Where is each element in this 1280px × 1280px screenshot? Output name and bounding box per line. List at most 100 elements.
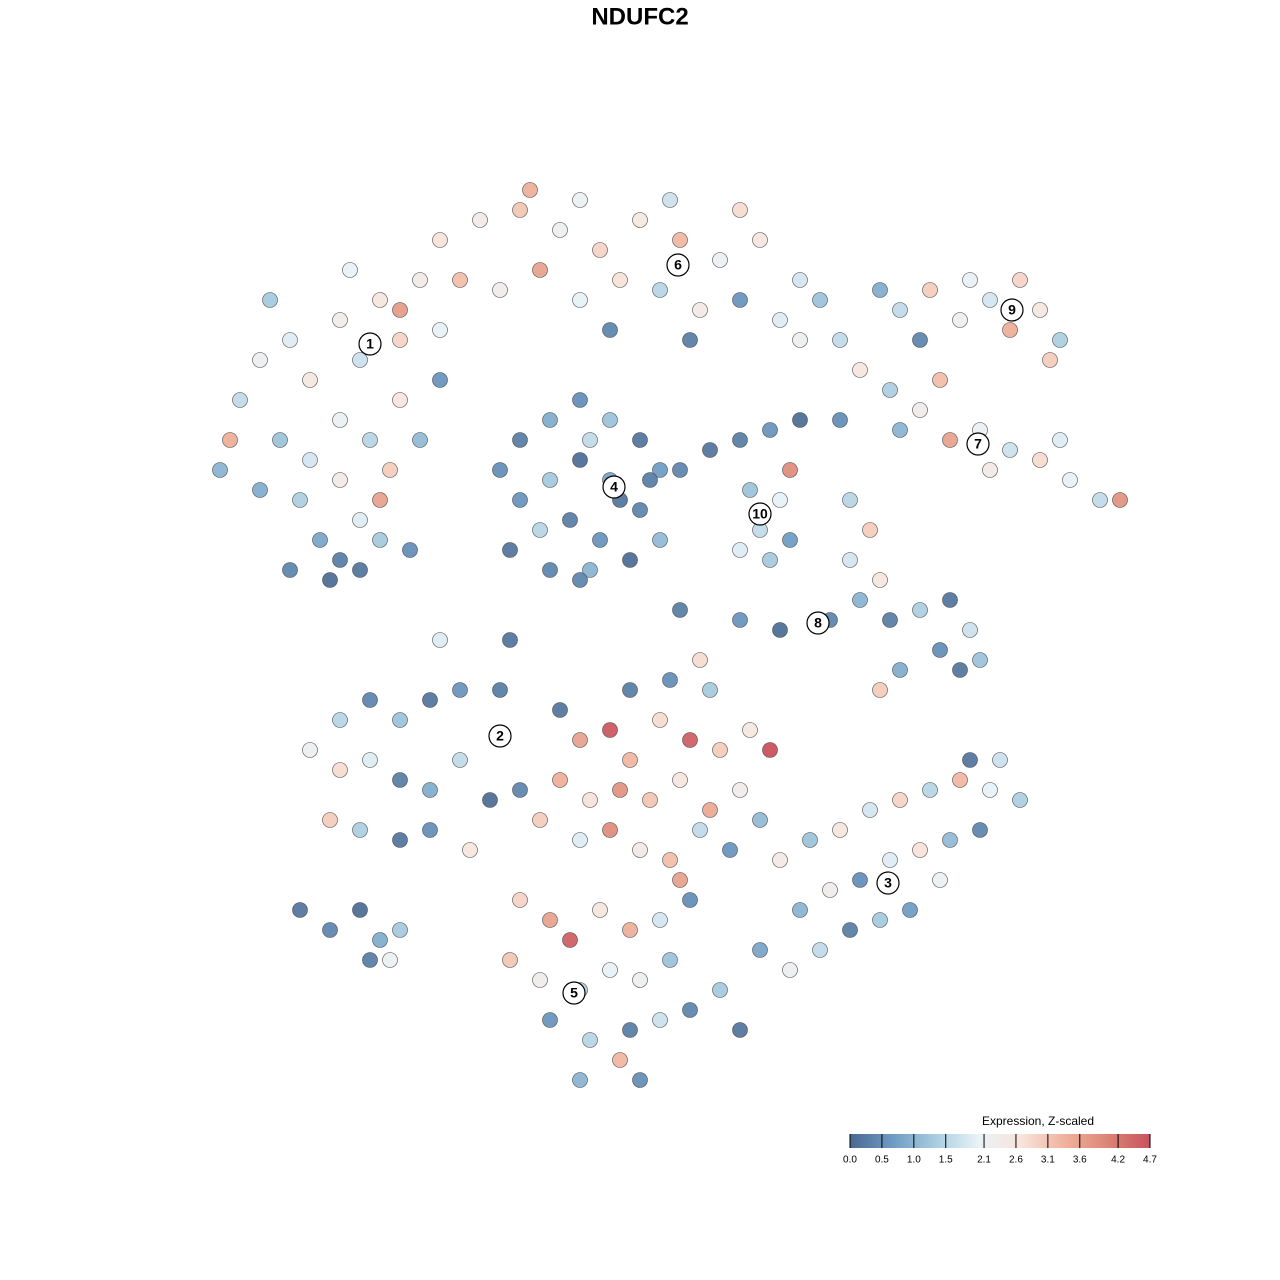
point: [582, 792, 598, 808]
point: [1052, 332, 1068, 348]
point: [592, 532, 608, 548]
point: [752, 942, 768, 958]
point: [772, 852, 788, 868]
point: [652, 532, 668, 548]
point: [872, 912, 888, 928]
point: [452, 682, 468, 698]
point: [492, 682, 508, 698]
point: [672, 602, 688, 618]
point: [272, 432, 288, 448]
point: [352, 352, 368, 368]
point: [732, 542, 748, 558]
point: [602, 822, 618, 838]
point: [832, 822, 848, 838]
point: [882, 612, 898, 628]
point: [282, 332, 298, 348]
point: [622, 1022, 638, 1038]
point: [512, 782, 528, 798]
point: [572, 832, 588, 848]
cluster-label: 2: [496, 728, 504, 744]
point: [362, 692, 378, 708]
point: [782, 962, 798, 978]
cluster-badge: [966, 432, 990, 456]
point: [962, 622, 978, 638]
point: [652, 462, 668, 478]
point: [392, 832, 408, 848]
point: [952, 662, 968, 678]
point: [852, 362, 868, 378]
point: [472, 212, 488, 228]
point: [762, 552, 778, 568]
point: [902, 902, 918, 918]
point: [912, 402, 928, 418]
colorbar-tick-label: 3.6: [1073, 1155, 1087, 1166]
point: [322, 572, 338, 588]
point: [622, 752, 638, 768]
point: [672, 872, 688, 888]
point: [872, 682, 888, 698]
cluster-badge: [876, 871, 900, 895]
point: [642, 792, 658, 808]
point: [1112, 492, 1128, 508]
point: [772, 312, 788, 328]
points: [212, 182, 1128, 1088]
point: [752, 232, 768, 248]
point: [392, 302, 408, 318]
point: [372, 932, 388, 948]
point: [842, 552, 858, 568]
point: [1002, 442, 1018, 458]
point: [532, 972, 548, 988]
cluster-label: 3: [884, 875, 892, 891]
point: [622, 682, 638, 698]
point: [542, 1012, 558, 1028]
point: [732, 1022, 748, 1038]
point: [352, 822, 368, 838]
point: [572, 292, 588, 308]
cluster-badge: [1000, 298, 1024, 322]
point: [982, 462, 998, 478]
point: [972, 652, 988, 668]
point: [582, 562, 598, 578]
point: [632, 502, 648, 518]
cluster-label: 9: [1008, 302, 1016, 318]
point: [1002, 322, 1018, 338]
point: [232, 392, 248, 408]
point: [422, 692, 438, 708]
point: [792, 272, 808, 288]
point: [742, 482, 758, 498]
point: [1042, 352, 1058, 368]
point: [572, 452, 588, 468]
point: [582, 1032, 598, 1048]
point: [612, 1052, 628, 1068]
point: [352, 562, 368, 578]
point: [612, 272, 628, 288]
point: [672, 462, 688, 478]
point: [922, 782, 938, 798]
point: [892, 662, 908, 678]
point: [662, 852, 678, 868]
point: [692, 302, 708, 318]
point: [552, 222, 568, 238]
point: [1092, 492, 1108, 508]
cluster-label: 10: [752, 506, 768, 522]
point: [642, 472, 658, 488]
point: [892, 302, 908, 318]
point: [632, 1072, 648, 1088]
point: [882, 852, 898, 868]
point: [842, 492, 858, 508]
point: [1012, 792, 1028, 808]
point: [972, 822, 988, 838]
cluster-label: 1: [366, 336, 374, 352]
point: [712, 982, 728, 998]
point: [392, 392, 408, 408]
point: [842, 922, 858, 938]
point: [952, 312, 968, 328]
point: [962, 272, 978, 288]
point: [832, 332, 848, 348]
point: [592, 902, 608, 918]
point: [602, 722, 618, 738]
colorbar-tick-label: 4.2: [1111, 1155, 1125, 1166]
point: [942, 592, 958, 608]
point: [542, 912, 558, 928]
point: [492, 282, 508, 298]
